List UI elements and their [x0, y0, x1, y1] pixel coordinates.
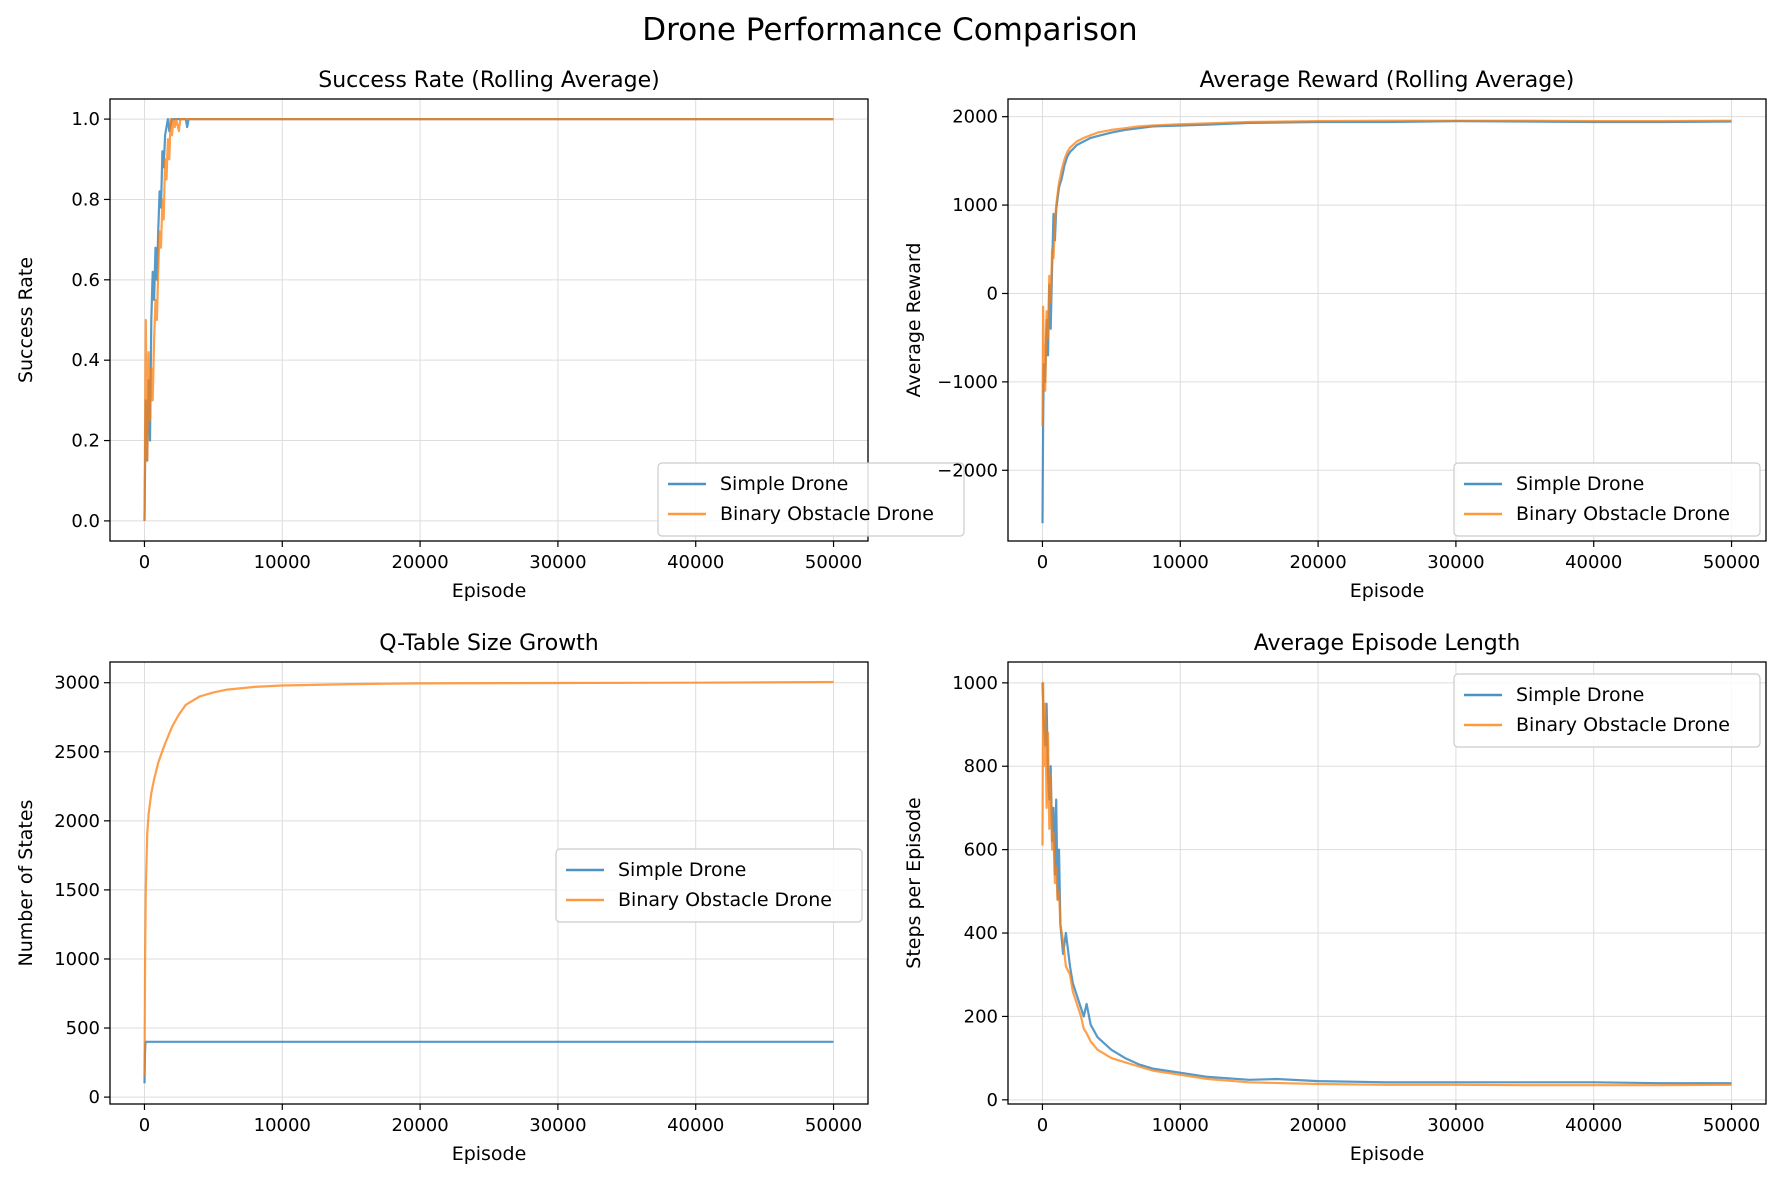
x-tick-label: 20000 [1289, 552, 1346, 573]
y-tick-label: 600 [964, 840, 998, 861]
legend-label: Binary Obstacle Drone [1516, 714, 1730, 736]
y-tick-label: −2000 [937, 460, 998, 481]
x-tick-label: 50000 [1703, 1115, 1760, 1136]
y-tick-label: 200 [964, 1006, 998, 1027]
y-tick-label: 400 [964, 923, 998, 944]
subplot-title: Average Episode Length [1254, 631, 1521, 656]
y-tick-label: 1000 [54, 949, 100, 970]
series-line-simple-drone [143, 117, 834, 521]
x-tick-label: 10000 [254, 1115, 311, 1136]
legend-label: Simple Drone [1516, 473, 1644, 495]
x-axis-label: Episode [1350, 1143, 1425, 1165]
subplot-average-reward: Average Reward (Rolling Average)0 10000 20… [903, 68, 1767, 602]
figure-title: Drone Performance Comparison [642, 12, 1137, 48]
legend-box [657, 462, 965, 537]
y-axis-label: Number of States [15, 800, 37, 967]
subplot-title: Success Rate (Rolling Average) [318, 68, 660, 93]
x-tick-label: 40000 [667, 552, 724, 573]
x-axis-label: Episode [1350, 580, 1425, 602]
series-line-binary-obstacle-drone [143, 680, 834, 1077]
y-tick-label: 2000 [952, 107, 998, 128]
y-tick-label: 2000 [54, 811, 100, 832]
y-tick-label: 0.8 [71, 189, 100, 210]
series-line-binary-obstacle-drone [1041, 119, 1732, 427]
y-tick-label: 0.4 [71, 350, 100, 371]
x-tick-label: 20000 [391, 1115, 448, 1136]
legend-label: Simple Drone [1516, 684, 1644, 706]
y-tick-label: −1000 [937, 372, 998, 393]
x-tick-label: 20000 [391, 552, 448, 573]
legend-label: Binary Obstacle Drone [720, 503, 934, 525]
y-tick-label: 1000 [952, 673, 998, 694]
x-tick-label: 10000 [254, 552, 311, 573]
x-axis-label: Episode [452, 1143, 527, 1165]
y-tick-label: 0.6 [71, 270, 100, 291]
legend-label: Simple Drone [720, 473, 848, 495]
y-tick-label: 1.0 [71, 109, 100, 130]
x-axis-label: Episode [452, 580, 527, 602]
x-tick-label: 30000 [1427, 1115, 1484, 1136]
x-tick-label: 10000 [1152, 1115, 1209, 1136]
y-tick-label: 0.0 [71, 511, 100, 532]
y-tick-label: 0 [987, 283, 998, 304]
subplot-title: Q-Table Size Growth [379, 631, 599, 656]
x-tick-label: 40000 [667, 1115, 724, 1136]
axes-frame [109, 661, 869, 1105]
y-tick-label: 0 [89, 1087, 100, 1108]
series-line-binary-obstacle-drone [1041, 681, 1732, 1087]
y-tick-label: 500 [66, 1018, 100, 1039]
axes-frame [1007, 661, 1767, 1105]
x-tick-label: 0 [1037, 552, 1048, 573]
legend-label: Binary Obstacle Drone [618, 889, 832, 911]
x-tick-label: 50000 [805, 552, 862, 573]
x-tick-label: 30000 [529, 1115, 586, 1136]
x-tick-label: 30000 [529, 552, 586, 573]
y-tick-label: 1500 [54, 880, 100, 901]
y-axis-label: Average Reward [903, 243, 925, 398]
legend: Simple Drone Binary Obstacle Drone [1453, 462, 1761, 537]
legend-box [555, 848, 863, 923]
x-tick-label: 0 [1037, 1115, 1048, 1136]
legend-label: Binary Obstacle Drone [1516, 503, 1730, 525]
y-tick-label: 1000 [952, 195, 998, 216]
legend: Simple Drone Binary Obstacle Drone [657, 462, 965, 537]
axes-frame [1007, 98, 1767, 542]
x-tick-label: 20000 [1289, 1115, 1346, 1136]
legend-box [1453, 462, 1761, 537]
legend-box [1453, 673, 1761, 748]
y-tick-label: 3000 [54, 673, 100, 694]
y-tick-label: 2500 [54, 742, 100, 763]
y-axis-label: Success Rate [15, 257, 37, 383]
x-tick-label: 30000 [1427, 552, 1484, 573]
legend: Simple Drone Binary Obstacle Drone [555, 848, 863, 923]
x-tick-label: 40000 [1565, 1115, 1622, 1136]
series-line-simple-drone [143, 1040, 834, 1084]
y-tick-label: 0 [987, 1090, 998, 1111]
x-tick-label: 40000 [1565, 552, 1622, 573]
x-tick-label: 0 [139, 1115, 150, 1136]
subplot-success-rate: Success Rate (Rolling Average) 0 10000 2000… [15, 68, 965, 602]
x-tick-label: 10000 [1152, 552, 1209, 573]
y-tick-label: 800 [964, 756, 998, 777]
axes-frame [109, 98, 869, 542]
x-tick-label: 50000 [1703, 552, 1760, 573]
series-line-binary-obstacle-drone [143, 117, 834, 521]
legend: Simple Drone Binary Obstacle Drone [1453, 673, 1761, 748]
subplot-title: Average Reward (Rolling Average) [1200, 68, 1575, 93]
x-tick-label: 50000 [805, 1115, 862, 1136]
y-tick-label: 0.2 [71, 431, 100, 452]
y-axis-label: Steps per Episode [903, 797, 925, 968]
legend-label: Simple Drone [618, 859, 746, 881]
x-tick-label: 0 [139, 552, 150, 573]
